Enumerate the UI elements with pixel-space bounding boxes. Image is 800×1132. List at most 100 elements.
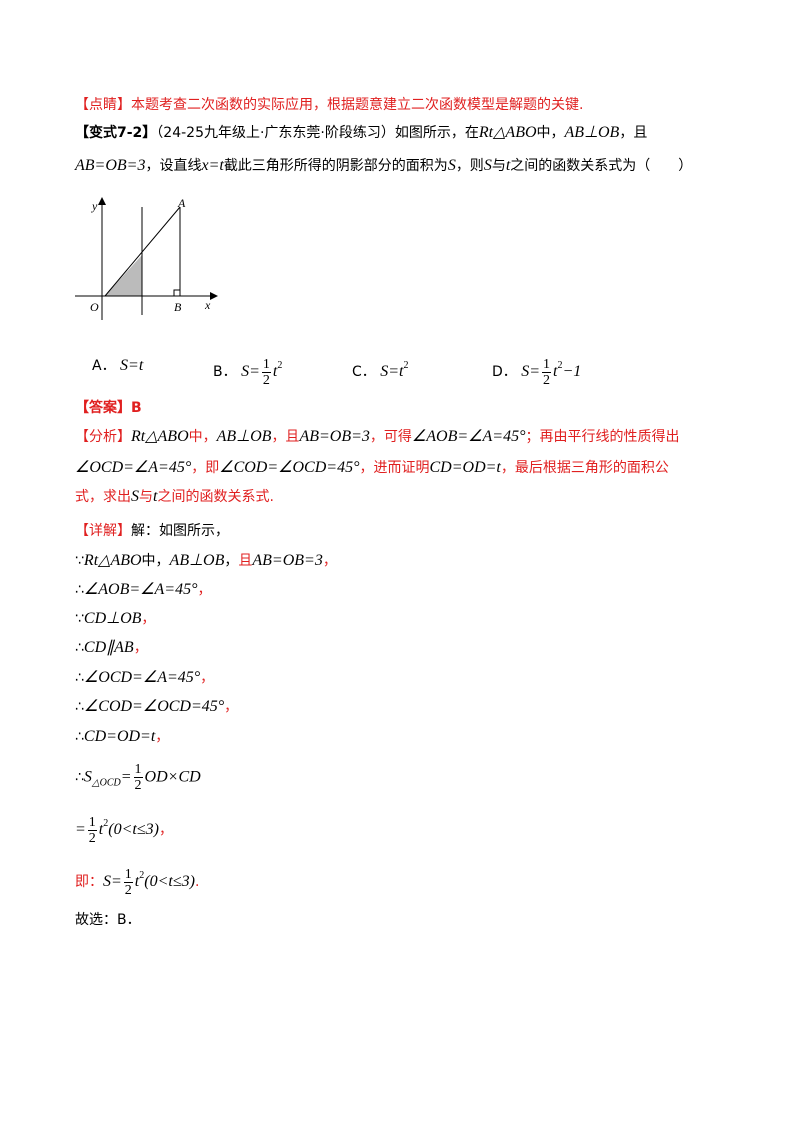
math: S (447, 157, 456, 174)
math: S= (521, 363, 541, 380)
text: 之间的函数关系式为（ ） (510, 158, 693, 174)
text: 与 (139, 489, 153, 505)
text: 中， (188, 429, 217, 445)
text: ，即 (191, 460, 220, 476)
label: C． (352, 364, 376, 380)
math: t (505, 157, 511, 174)
text: ∴ (75, 670, 84, 686)
text: 本题考查二次函数的实际应用，根据题意建立二次函数模型是解题的关键. (131, 97, 584, 113)
text: ，则 (455, 158, 484, 174)
label: A (177, 196, 186, 210)
num: 1 (123, 866, 133, 883)
math: t (134, 873, 140, 890)
math: Rt△ABO (131, 428, 189, 445)
text: 截此三角形所得的阴影部分的面积为 (223, 158, 448, 174)
label: 【答案】 (75, 400, 131, 416)
den: 2 (124, 882, 132, 898)
question-line: AB=OB=3，设直线x=t截此三角形所得的阴影部分的面积为S，则S与t之间的函… (75, 156, 692, 176)
text: . (194, 874, 200, 890)
detail-line: ∴∠OCD=∠A=45°， (75, 668, 214, 688)
text: ∴ (75, 640, 84, 656)
text: B (131, 400, 142, 416)
math: AB⊥OB (169, 552, 225, 569)
option: D． S= 1 2 t2−1 (492, 356, 581, 388)
math: S=t (380, 363, 404, 380)
detail-line: ∵CD⊥OB， (75, 609, 155, 629)
detail-line: ∴∠COD=∠OCD=45°， (75, 697, 238, 717)
math: x=t (201, 157, 224, 174)
detail-line: 【详解】解：如图所示， (75, 521, 229, 541)
math: ∠OCD=∠A=45° (75, 459, 192, 476)
num: 1 (133, 762, 143, 778)
text: ， (155, 729, 170, 745)
detail-line: ∴CD∥AB， (75, 638, 148, 658)
label: B (174, 300, 182, 314)
sup: 2 (277, 360, 283, 371)
math: AB=OB=3 (75, 157, 146, 174)
detail-line: ∴S△OCD= 1 2 OD×CD (75, 762, 201, 794)
detail-line: 故选：B． (75, 910, 141, 930)
text: ， (200, 670, 215, 686)
math: −1 (562, 363, 582, 380)
math: t (153, 488, 158, 505)
math: Rt△ABO (83, 552, 142, 569)
question-line: 【变式7-2】（24-25九年级上·广东东莞·阶段练习）如图所示，在Rt△ABO… (75, 123, 647, 143)
text: ， (224, 553, 239, 569)
text: ∴ (75, 769, 84, 786)
math: = (75, 821, 86, 838)
detail-line: 即：S= 1 2 t2(0<t≤3). (75, 866, 199, 898)
math: ∠OCD=∠A=45° (83, 669, 201, 686)
math: OD×CD (144, 768, 201, 786)
text: ，可得 (369, 429, 412, 445)
text: 故选：B． (75, 912, 141, 928)
math: t (98, 821, 104, 838)
answer: 【答案】B (75, 398, 142, 418)
den: 2 (262, 372, 270, 388)
text: ∵ (75, 611, 84, 627)
text: 解：如图所示， (131, 523, 229, 539)
sup: 2 (103, 818, 109, 829)
analysis-line: 式，求出S与t之间的函数关系式. (75, 487, 274, 507)
label: x (204, 298, 211, 312)
den: 2 (543, 372, 551, 388)
math: CD⊥OB (83, 610, 142, 627)
comment: 【点睛】本题考查二次函数的实际应用，根据题意建立二次函数模型是解题的关键. (75, 95, 583, 115)
den: 2 (134, 778, 142, 793)
text: 且 (238, 553, 253, 569)
text: 之间的函数关系式. (157, 489, 274, 505)
math: t (272, 363, 278, 380)
math: CD∥AB (83, 639, 134, 656)
text: ，最后根据三角形的面积公 (500, 460, 669, 476)
text: ， (141, 611, 156, 627)
analysis-line: ∠OCD=∠A=45°，即∠COD=∠OCD=45°，进而证明CD=OD=t，最… (75, 458, 669, 478)
math: S= (241, 363, 260, 380)
label: 【详解】 (75, 523, 131, 539)
text: ，设直线 (145, 158, 202, 174)
text: ， (158, 822, 173, 838)
detail-line: ∵Rt△ABO中，AB⊥OB，且AB=OB=3， (75, 551, 337, 571)
option: A． S=t (92, 356, 143, 376)
label: y (91, 199, 98, 213)
math: (0<t≤3) (144, 873, 195, 890)
math: AB⊥OB (564, 124, 620, 141)
num: 1 (542, 356, 552, 373)
math: CD=OD=t (83, 728, 156, 745)
text: 中， (141, 553, 170, 569)
den: 2 (88, 830, 96, 846)
label: A． (92, 358, 116, 374)
label: D． (492, 364, 517, 380)
math: S (483, 157, 492, 174)
text: ∴ (75, 729, 84, 745)
math: S=t (120, 357, 144, 374)
math: = (120, 768, 132, 786)
math: AB=OB=3 (299, 428, 370, 445)
detail-line: ∴CD=OD=t， (75, 727, 169, 747)
option: C． S=t2 (352, 356, 408, 382)
math: ∠COD=∠OCD=45° (219, 459, 360, 476)
math: Rt△ABO (478, 124, 537, 141)
arrow (210, 292, 218, 300)
